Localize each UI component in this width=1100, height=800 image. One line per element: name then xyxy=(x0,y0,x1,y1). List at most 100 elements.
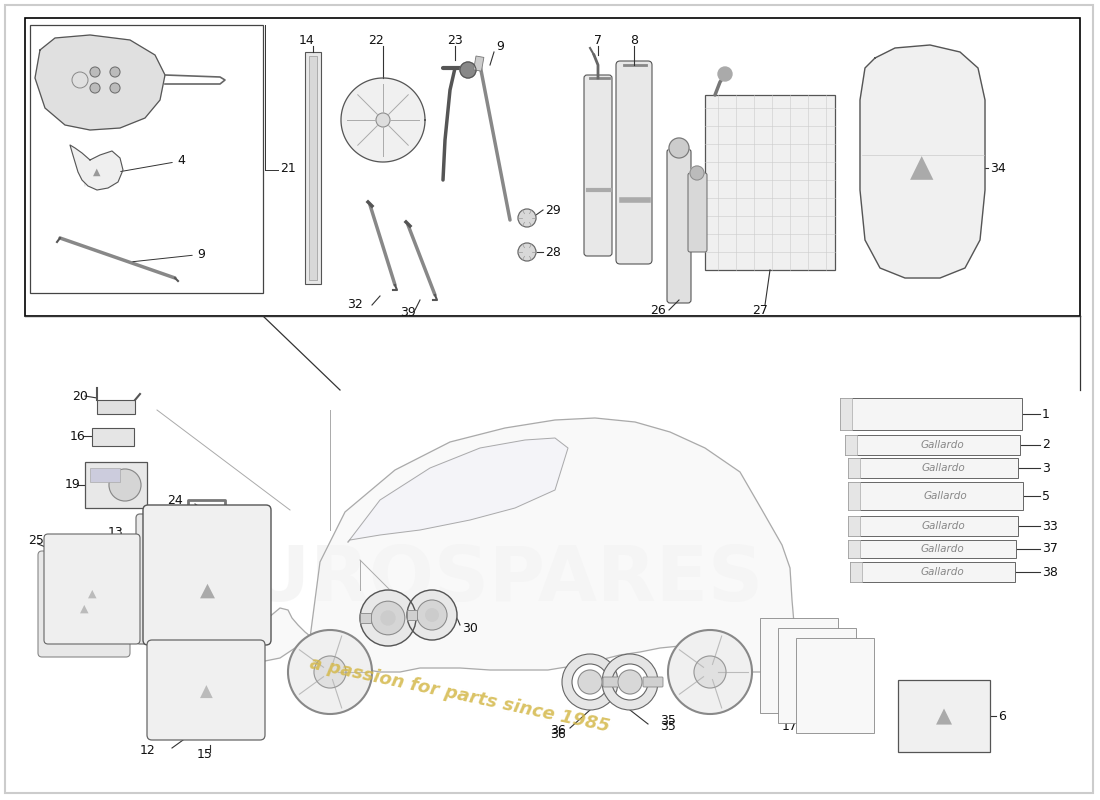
Circle shape xyxy=(109,469,141,501)
Polygon shape xyxy=(348,438,568,542)
FancyBboxPatch shape xyxy=(688,173,707,252)
Wedge shape xyxy=(562,654,618,710)
Text: 8: 8 xyxy=(630,34,638,46)
Bar xyxy=(848,540,1016,558)
Text: Gallardo: Gallardo xyxy=(921,521,965,531)
FancyBboxPatch shape xyxy=(136,514,256,644)
Circle shape xyxy=(417,600,447,630)
FancyBboxPatch shape xyxy=(644,677,663,687)
Circle shape xyxy=(460,62,476,78)
Circle shape xyxy=(360,590,416,646)
Text: 20: 20 xyxy=(72,390,88,402)
Circle shape xyxy=(90,83,100,93)
Circle shape xyxy=(690,166,704,180)
Text: 16: 16 xyxy=(70,430,86,442)
Polygon shape xyxy=(860,45,984,278)
Bar xyxy=(474,56,484,71)
Text: Gallardo: Gallardo xyxy=(921,463,965,473)
Text: ▲: ▲ xyxy=(79,604,88,614)
Text: 21: 21 xyxy=(280,162,296,175)
Text: 13: 13 xyxy=(108,526,123,538)
Bar xyxy=(309,56,317,280)
Text: 36: 36 xyxy=(550,723,565,737)
Text: 39: 39 xyxy=(400,306,416,319)
Text: 7: 7 xyxy=(594,34,602,46)
Text: 34: 34 xyxy=(990,162,1005,174)
Bar xyxy=(25,18,1080,316)
Text: 4: 4 xyxy=(177,154,185,167)
Text: 19: 19 xyxy=(65,478,80,491)
Text: a passion for parts since 1985: a passion for parts since 1985 xyxy=(308,654,612,736)
FancyBboxPatch shape xyxy=(667,149,691,303)
Bar xyxy=(848,482,860,510)
FancyBboxPatch shape xyxy=(44,534,140,644)
Circle shape xyxy=(407,590,456,640)
Text: 9: 9 xyxy=(496,39,504,53)
Bar xyxy=(92,428,134,446)
Bar xyxy=(848,458,860,478)
Text: 15: 15 xyxy=(197,749,213,762)
Text: Gallardo: Gallardo xyxy=(920,567,964,577)
Circle shape xyxy=(578,670,602,694)
Text: 6: 6 xyxy=(998,710,1005,722)
Text: 17: 17 xyxy=(782,719,797,733)
Text: 23: 23 xyxy=(447,34,463,46)
Bar xyxy=(760,618,838,713)
Circle shape xyxy=(426,609,438,622)
Text: ▲: ▲ xyxy=(88,589,97,599)
Bar xyxy=(778,628,856,723)
Polygon shape xyxy=(35,35,165,130)
Circle shape xyxy=(694,656,726,688)
Circle shape xyxy=(618,670,642,694)
Text: 33: 33 xyxy=(1042,519,1058,533)
Circle shape xyxy=(668,630,752,714)
Bar xyxy=(848,482,1023,510)
Circle shape xyxy=(718,67,732,81)
Bar xyxy=(97,400,135,414)
Text: 24: 24 xyxy=(167,494,183,506)
Text: Gallardo: Gallardo xyxy=(920,440,964,450)
Bar xyxy=(840,398,1022,430)
Bar xyxy=(850,562,862,582)
Text: 35: 35 xyxy=(660,719,675,733)
Text: 3: 3 xyxy=(1042,462,1049,474)
Circle shape xyxy=(314,656,346,688)
Text: 22: 22 xyxy=(368,34,384,46)
Circle shape xyxy=(518,243,536,261)
Bar xyxy=(898,680,990,752)
Circle shape xyxy=(381,611,395,625)
Text: 35: 35 xyxy=(660,714,675,726)
Bar xyxy=(90,468,120,482)
Bar xyxy=(850,562,1015,582)
Text: ▲: ▲ xyxy=(936,706,952,726)
Text: 38: 38 xyxy=(1042,566,1058,578)
Bar xyxy=(407,610,417,620)
Text: 14: 14 xyxy=(299,34,315,46)
Bar xyxy=(840,398,852,430)
Bar xyxy=(848,516,1018,536)
Text: 31: 31 xyxy=(350,646,365,658)
Text: 37: 37 xyxy=(1042,542,1058,555)
Text: 36: 36 xyxy=(550,729,565,742)
Text: 5: 5 xyxy=(1042,490,1050,502)
Text: 27: 27 xyxy=(752,303,768,317)
Bar xyxy=(305,52,321,284)
Bar xyxy=(848,458,1018,478)
Circle shape xyxy=(669,138,689,158)
Polygon shape xyxy=(70,145,123,190)
Text: 30: 30 xyxy=(462,622,477,634)
Text: Gallardo: Gallardo xyxy=(923,491,967,501)
Text: EUROSPARES: EUROSPARES xyxy=(197,543,763,617)
FancyBboxPatch shape xyxy=(147,640,265,740)
Bar xyxy=(705,95,835,270)
Wedge shape xyxy=(602,654,658,710)
Bar xyxy=(848,540,860,558)
Circle shape xyxy=(110,67,120,77)
Circle shape xyxy=(110,83,120,93)
Bar xyxy=(845,435,1020,455)
FancyBboxPatch shape xyxy=(603,677,623,687)
Polygon shape xyxy=(341,78,425,162)
Text: ▲: ▲ xyxy=(911,154,934,182)
Bar xyxy=(845,435,857,455)
Circle shape xyxy=(288,630,372,714)
